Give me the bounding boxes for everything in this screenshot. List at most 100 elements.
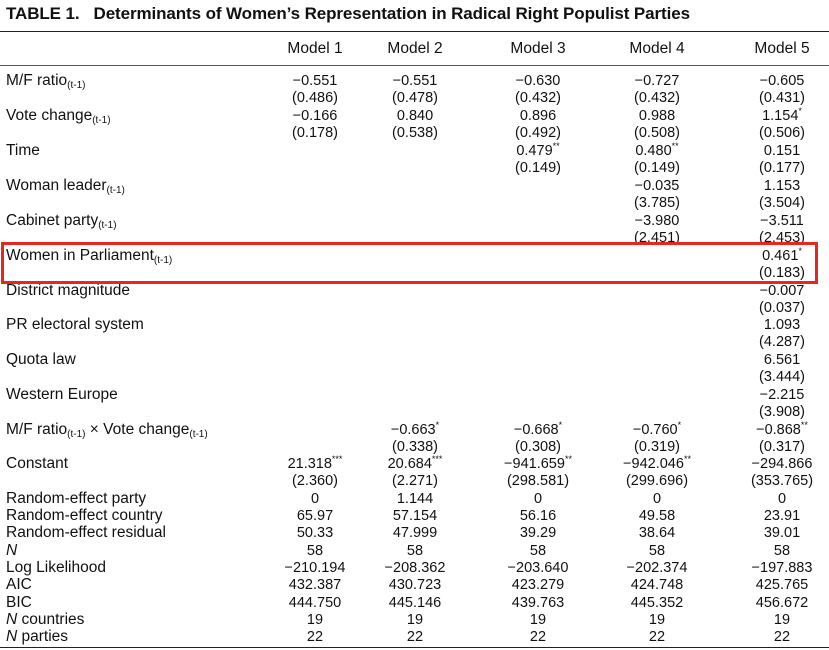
stat-cell: 39.29 [519,525,557,541]
table-title-text: Determinants of Women’s Representation i… [93,4,691,23]
stat-label-italic: N [6,628,18,645]
row-label-subscript: (t-1) [153,255,173,266]
coefficient-value: 1.153 [763,178,801,194]
stat-cell: 58 [648,543,666,559]
stat-cell: 56.16 [519,508,557,524]
row-label-text: Vote change [6,107,93,124]
stat-cell: 19 [648,612,666,628]
stat-cell: 0 [533,491,543,507]
table-title: TABLE 1. Determinants of Women’s Represen… [6,4,690,24]
stat-cell: 58 [773,543,791,559]
coefficient-value: 0.461 [762,248,799,264]
column-header: Model 1 [287,40,343,57]
stat-label-text: AIC [6,576,32,593]
row-label: Western Europe [6,386,118,404]
coefficient-cell: −0.551 [393,73,438,89]
row-label: Woman leader(t-1) [6,177,125,196]
standard-error-cell: (3.908) [759,404,805,420]
column-header: Model 5 [754,40,810,57]
coefficient-cell: 0.988 [639,108,675,124]
standard-error-cell: (353.765) [750,473,814,489]
coefficient-cell: 1.153 [764,178,800,194]
stat-cell: 22 [406,629,424,645]
top-rule [0,31,829,33]
stat-cell: 439.763 [511,595,565,611]
coefficient-value: −3.980 [634,213,680,229]
stat-cell: 58 [406,543,424,559]
coefficient-cell: 0.896 [520,108,556,124]
coefficient-value: −0.551 [292,73,338,89]
stat-cell: −208.362 [384,560,446,576]
stat-label-italic: N [6,542,18,559]
coefficient-value: −0.727 [634,73,680,89]
coefficient-cell: −294.866 [752,456,813,472]
row-label-subscript: (t-1) [67,429,86,440]
coefficient-cell: 6.561 [764,352,800,368]
column-header: Model 2 [387,40,443,57]
stat-cell: 58 [306,543,324,559]
stat-cell: 424.748 [630,577,684,593]
significance-stars: * [558,420,563,430]
standard-error-cell: (0.478) [392,90,438,106]
coefficient-value: 0.988 [638,108,676,124]
stat-cell: 0 [310,491,320,507]
coefficient-cell: −2.215 [760,387,805,403]
coefficient-value: 0.151 [763,143,801,159]
stat-cell: 1.144 [396,491,434,507]
stat-label: Random-effect party [6,490,146,508]
stat-cell: 23.91 [763,508,801,524]
significance-stars: * [435,420,440,430]
stat-cell: 432.387 [288,577,342,593]
coefficient-cell: −0.166 [293,108,338,124]
coefficient-value: −0.668 [513,422,559,438]
coefficient-cell: 1.154* [762,107,802,125]
row-label-text: M/F ratio [6,72,68,89]
coefficient-cell: −0.727 [635,73,680,89]
coefficient-value: −0.630 [515,73,561,89]
stat-cell: 19 [773,612,791,628]
standard-error-cell: (0.178) [292,125,338,141]
stat-cell: 445.352 [630,595,684,611]
stat-label-text: Random-effect residual [6,524,166,541]
coefficient-value: −3.511 [760,213,804,229]
standard-error-cell: (0.149) [634,160,680,176]
standard-error-cell: (299.696) [625,473,689,489]
coefficient-cell: −0.668* [513,420,563,439]
standard-error-cell: (0.492) [515,125,561,141]
coefficient-value: −942.046 [623,456,684,472]
coefficient-cell: 20.684*** [387,455,443,473]
standard-error-cell: (0.183) [759,265,805,281]
standard-error-cell: (298.581) [506,473,570,489]
stat-cell: 19 [306,612,324,628]
stat-cell: 22 [773,629,791,645]
coefficient-value: −0.605 [759,73,805,89]
standard-error-cell: (0.508) [634,125,680,141]
coefficient-cell: 0.840 [397,108,433,124]
significance-stars: ** [683,454,691,464]
coefficient-cell: −941.659** [504,455,572,473]
stat-label-text: Random-effect country [6,507,163,524]
stat-label: N [6,542,17,560]
coefficient-value: −2.215 [759,387,805,403]
stat-cell: 57.154 [392,508,438,524]
row-label-text: District magnitude [6,282,131,299]
coefficient-value: −941.659 [504,456,565,472]
significance-stars: * [677,420,682,430]
row-label-subscript: (t-1) [189,429,208,440]
coefficient-cell: −3.511 [760,213,804,229]
coefficient-value: 1.093 [763,317,801,333]
standard-error-cell: (3.444) [759,369,805,385]
row-label: Cabinet party(t-1) [6,212,117,231]
coefficient-value: 1.154 [762,108,799,124]
stat-cell: 38.64 [638,525,676,541]
standard-error-cell: (0.037) [759,300,805,316]
significance-stars: *** [331,454,343,464]
row-label-text: Quota law [6,351,76,368]
coefficient-value: 20.684 [387,456,432,472]
stat-label: Random-effect residual [6,524,166,542]
coefficient-cell: −0.760* [633,420,682,439]
coefficient-value: −0.035 [634,178,680,194]
stat-label-text: Random-effect party [6,490,147,507]
stat-cell: 65.97 [296,508,334,524]
row-label-text: Cabinet party [6,212,99,229]
